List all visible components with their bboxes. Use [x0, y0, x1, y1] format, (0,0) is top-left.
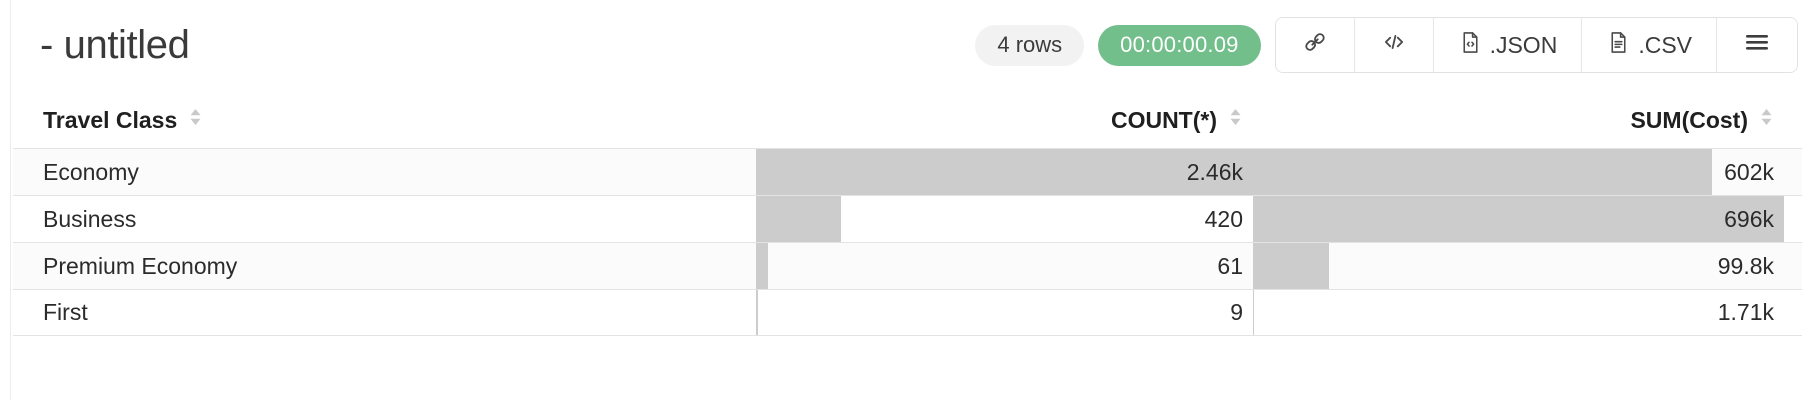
cell-count: 9 [756, 290, 1253, 335]
table-row[interactable]: First 9 1.71k [13, 289, 1802, 336]
action-button-group: .JSON .CSV [1274, 17, 1798, 73]
cell-count-value: 9 [1230, 299, 1243, 325]
page-title: - untitled [40, 22, 190, 67]
cell-sum-cost: 696k [1253, 196, 1784, 242]
execution-time-badge: 00:00:00.09 [1098, 24, 1261, 66]
export-csv-label: .CSV [1638, 31, 1692, 58]
cell-sum-cost: 1.71k [1253, 290, 1784, 335]
cell-travel-class: Economy [43, 158, 139, 185]
sort-toggle-icon [1228, 106, 1243, 134]
menu-button[interactable] [1717, 18, 1797, 72]
table-header-row: Travel Class COUNT(*) [13, 92, 1802, 148]
code-icon [1381, 29, 1407, 61]
json-file-icon [1458, 30, 1483, 61]
cell-count: 2.46k [756, 149, 1253, 195]
panel-header: - untitled 4 rows 00:00:00.09 [13, 0, 1802, 90]
cell-count-value: 2.46k [1186, 158, 1243, 185]
cell-sum-cost-value: 602k [1724, 158, 1774, 185]
cell-count-value: 61 [1217, 252, 1243, 279]
sum-bar [1253, 149, 1713, 195]
link-icon [1302, 29, 1328, 61]
sum-bar [1253, 243, 1329, 289]
table-row[interactable]: Premium Economy 61 99.8k [13, 242, 1802, 289]
cell-sum-cost-value: 1.71k [1717, 299, 1774, 325]
toolbar: 4 rows 00:00:00.09 [975, 17, 1802, 73]
count-bar [756, 196, 841, 242]
column-header-travel-class[interactable]: Travel Class [13, 92, 756, 148]
table-body: Economy 2.46k 602k Business 420 [13, 148, 1802, 336]
cell-count: 61 [756, 243, 1253, 289]
column-header-travel-class-label: Travel Class [43, 106, 178, 133]
count-bar [756, 290, 758, 335]
cell-count-value: 420 [1204, 205, 1243, 232]
column-header-sum-cost[interactable]: SUM(Cost) [1253, 92, 1784, 148]
table-row[interactable]: Business 420 696k [13, 195, 1802, 242]
export-json-button[interactable]: .JSON [1433, 18, 1583, 72]
cell-travel-class: First [43, 299, 88, 325]
hamburger-menu-icon [1743, 31, 1771, 59]
row-count-badge: 4 rows [975, 24, 1085, 66]
count-bar [756, 149, 1253, 195]
export-csv-button[interactable]: .CSV [1582, 18, 1717, 72]
export-json-label: .JSON [1489, 31, 1558, 58]
cell-travel-class: Business [43, 205, 137, 232]
count-bar [756, 243, 769, 289]
cell-count: 420 [756, 196, 1253, 242]
column-header-sum-cost-label: SUM(Cost) [1630, 106, 1748, 133]
results-table: Travel Class COUNT(*) [13, 92, 1802, 336]
sort-toggle-icon [188, 106, 203, 134]
cell-sum-cost-value: 99.8k [1717, 252, 1774, 279]
sort-toggle-icon [1759, 106, 1774, 134]
sum-bar [1253, 290, 1255, 335]
cell-travel-class: Premium Economy [43, 252, 238, 279]
left-divider [10, 0, 11, 400]
table-row[interactable]: Economy 2.46k 602k [13, 148, 1802, 195]
cell-sum-cost: 602k [1253, 149, 1784, 195]
column-header-count-label: COUNT(*) [1110, 106, 1217, 133]
csv-file-icon [1606, 30, 1631, 61]
cell-sum-cost: 99.8k [1253, 243, 1784, 289]
embed-code-button[interactable] [1354, 18, 1434, 72]
copy-link-button[interactable] [1275, 18, 1355, 72]
column-header-count[interactable]: COUNT(*) [756, 92, 1253, 148]
cell-sum-cost-value: 696k [1724, 205, 1774, 232]
sum-bar [1253, 196, 1784, 242]
